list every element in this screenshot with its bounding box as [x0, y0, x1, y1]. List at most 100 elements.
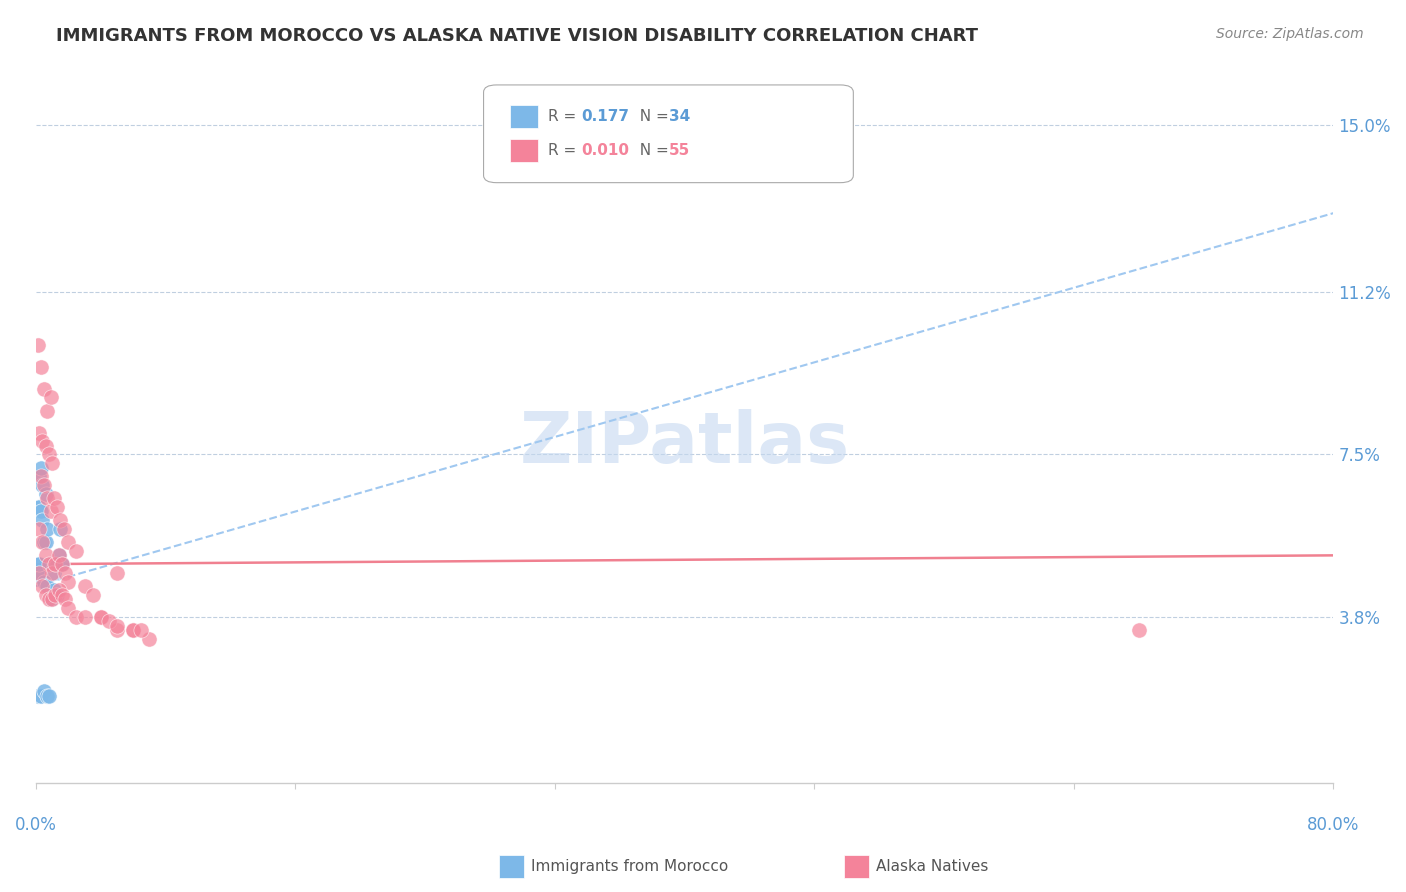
Text: Alaska Natives: Alaska Natives — [876, 859, 988, 873]
Point — [46, 557, 69, 571]
Bar — [844, 855, 869, 878]
Text: 80.0%: 80.0% — [1308, 816, 1360, 834]
Point — [122, 623, 145, 637]
Point — [42, 566, 65, 580]
Point — [28, 469, 51, 483]
Point — [44, 557, 66, 571]
Point — [90, 609, 112, 624]
Point — [44, 557, 66, 571]
Point — [34, 439, 56, 453]
Point — [90, 609, 112, 624]
Point — [49, 513, 72, 527]
Text: ZIPatlas: ZIPatlas — [520, 409, 849, 478]
Point — [37, 579, 59, 593]
Point — [48, 549, 70, 563]
Point — [37, 403, 59, 417]
Point — [32, 382, 55, 396]
Point — [58, 601, 80, 615]
Point — [46, 500, 69, 514]
Point — [65, 609, 87, 624]
Point — [39, 592, 62, 607]
Point — [58, 535, 80, 549]
Point — [41, 566, 63, 580]
Text: IMMIGRANTS FROM MOROCCO VS ALASKA NATIVE VISION DISABILITY CORRELATION CHART: IMMIGRANTS FROM MOROCCO VS ALASKA NATIVE… — [56, 27, 979, 45]
Point — [105, 566, 128, 580]
Point — [105, 623, 128, 637]
Bar — [509, 139, 538, 162]
Point — [30, 689, 52, 703]
Point — [32, 478, 55, 492]
Point — [97, 614, 120, 628]
Point — [38, 689, 60, 703]
Point — [37, 522, 59, 536]
Point — [31, 478, 53, 492]
Point — [28, 566, 51, 580]
Point — [32, 535, 55, 549]
Point — [46, 588, 69, 602]
Point — [41, 557, 63, 571]
Point — [122, 623, 145, 637]
Point — [51, 557, 73, 571]
Point — [27, 689, 49, 703]
Point — [34, 487, 56, 501]
Point — [44, 588, 66, 602]
Point — [31, 535, 53, 549]
Text: 55: 55 — [669, 144, 690, 158]
Point — [28, 425, 51, 440]
Point — [38, 447, 60, 461]
Point — [34, 535, 56, 549]
Point — [39, 504, 62, 518]
Point — [28, 522, 51, 536]
Point — [51, 588, 73, 602]
Point — [31, 434, 53, 449]
Point — [82, 588, 104, 602]
Text: Immigrants from Morocco: Immigrants from Morocco — [531, 859, 728, 873]
Point — [48, 549, 70, 563]
Point — [38, 557, 60, 571]
Point — [28, 566, 51, 580]
Text: N =: N = — [630, 110, 673, 124]
Point — [65, 544, 87, 558]
Point — [39, 391, 62, 405]
Point — [38, 592, 60, 607]
Point — [131, 623, 153, 637]
Point — [28, 500, 51, 514]
Point — [58, 574, 80, 589]
Point — [73, 609, 96, 624]
Point — [53, 566, 76, 580]
Point — [27, 557, 49, 571]
Point — [34, 549, 56, 563]
Text: 0.010: 0.010 — [581, 144, 628, 158]
Point — [42, 583, 65, 598]
Point — [138, 632, 160, 646]
Point — [34, 588, 56, 602]
Point — [32, 574, 55, 589]
Point — [52, 522, 75, 536]
Point — [31, 579, 53, 593]
Text: N =: N = — [630, 144, 673, 158]
Point — [53, 592, 76, 607]
Point — [27, 338, 49, 352]
Point — [39, 557, 62, 571]
Point — [32, 684, 55, 698]
Point — [48, 583, 70, 598]
Point — [51, 557, 73, 571]
Point — [49, 522, 72, 536]
Point — [37, 491, 59, 506]
Text: R =: R = — [548, 144, 582, 158]
Point — [30, 570, 52, 584]
Point — [1128, 623, 1150, 637]
Text: Source: ZipAtlas.com: Source: ZipAtlas.com — [1216, 27, 1364, 41]
Point — [30, 359, 52, 374]
Text: 34: 34 — [669, 110, 690, 124]
Point — [31, 513, 53, 527]
Point — [30, 504, 52, 518]
Point — [28, 557, 51, 571]
Point — [30, 460, 52, 475]
Point — [105, 618, 128, 632]
Bar — [499, 855, 524, 878]
Text: 0.177: 0.177 — [581, 110, 628, 124]
Point — [38, 557, 60, 571]
Point — [30, 469, 52, 483]
Text: 0.0%: 0.0% — [15, 816, 56, 834]
